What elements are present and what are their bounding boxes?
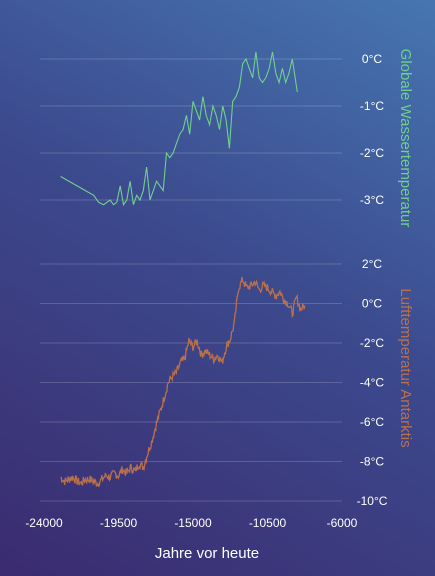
bottom-y-tick-label: -2°C [360, 336, 384, 350]
bottom-y-tick-label: -8°C [360, 455, 384, 469]
bottom-y-tick-label: 2°C [362, 257, 382, 271]
bottom-y-axis-label: Lufttemperatur Antarktis [397, 288, 414, 447]
top-y-tick-labels: 0°C -1°C -2°C -3°C [360, 52, 384, 207]
bottom-y-tick-label: -6°C [360, 415, 384, 429]
top-y-tick-label: -3°C [360, 193, 384, 207]
top-y-axis-label: Globale Wassertemperatur [397, 49, 414, 228]
water-temperature-line [60, 51, 298, 207]
x-tick-label: -10500 [249, 516, 287, 530]
x-tick-label: -24000 [25, 516, 63, 530]
x-tick-label: -19500 [100, 516, 138, 530]
x-axis-label: Jahre vor heute [155, 545, 259, 562]
x-tick-labels: -24000 -19500 -15000 -10500 -6000 [25, 516, 357, 530]
antarctic-air-temperature-line [60, 276, 306, 488]
bottom-y-tick-label: -10°C [357, 494, 388, 508]
top-gridlines [40, 58, 342, 201]
x-tick-label: -15000 [174, 516, 212, 530]
bottom-y-tick-label: -4°C [360, 376, 384, 390]
bottom-y-tick-labels: 2°C 0°C -2°C -4°C -6°C -8°C -10°C [357, 257, 388, 508]
top-y-tick-label: -2°C [360, 146, 384, 160]
bottom-gridlines [40, 263, 342, 502]
bottom-y-tick-label: 0°C [362, 297, 382, 311]
top-y-tick-label: -1°C [360, 99, 384, 113]
x-tick-label: -6000 [327, 516, 358, 530]
top-y-tick-label: 0°C [362, 52, 382, 66]
